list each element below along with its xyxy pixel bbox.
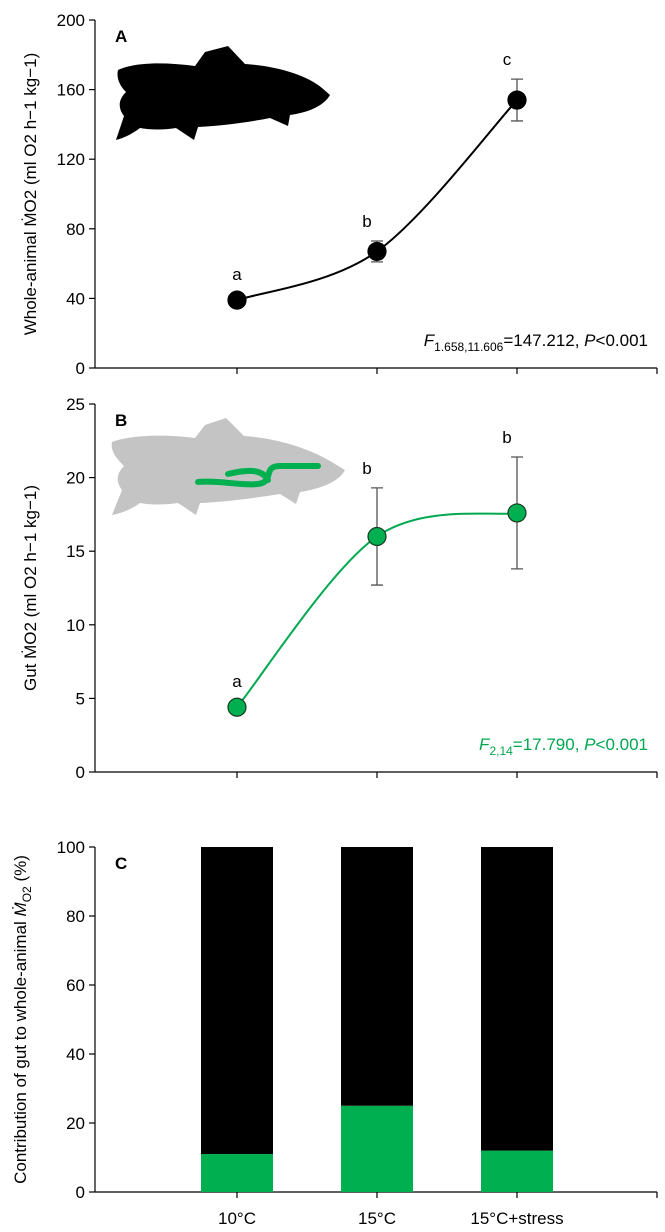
y-axis-label-part: −1 xyxy=(21,58,40,77)
y-axis-label-part: (%) xyxy=(11,855,30,886)
annotation: F1.658,11.606=147.212, P<0.001 xyxy=(424,331,648,354)
y-tick-label: 20 xyxy=(66,1114,85,1133)
annotation-part: 1.658,11.606 xyxy=(434,340,504,354)
data-point xyxy=(367,241,387,262)
bar-segment xyxy=(481,847,553,1151)
fish-gut xyxy=(195,463,321,488)
y-axis-label: Whole-animal ṀO2 (ml O2 h−1 kg−1) xyxy=(21,53,40,336)
bar-segment xyxy=(341,847,413,1106)
y-axis-label-part: Ṁ xyxy=(11,901,30,916)
y-tick-label: 15 xyxy=(66,542,85,561)
y-axis-label-part: 2 xyxy=(21,566,40,575)
y-axis-label-part: (ml O xyxy=(21,144,40,190)
annotation-part: <0.001 xyxy=(596,331,648,350)
panel-label: A xyxy=(115,27,127,46)
y-tick-label: 20 xyxy=(66,469,85,488)
y-axis-label-part: (ml O xyxy=(21,576,40,622)
annotation-part: P xyxy=(584,735,596,754)
x-tick-label: 10°C xyxy=(218,1209,256,1228)
fish-silhouette xyxy=(111,418,345,515)
annotation: F2,14=17.790, P<0.001 xyxy=(479,735,648,758)
y-axis-label-part: Gut xyxy=(21,659,40,691)
y-tick-label: 5 xyxy=(76,689,85,708)
x-tick-label: 15°C xyxy=(358,1209,396,1228)
fish-silhouette xyxy=(116,46,330,140)
y-tick-label: 10 xyxy=(66,616,85,635)
y-tick-label: 0 xyxy=(76,359,85,378)
y-tick-label: 25 xyxy=(66,395,85,414)
data-point xyxy=(507,90,527,110)
annotation-part: F xyxy=(479,735,491,754)
y-axis-label-part: h xyxy=(21,120,40,134)
y-tick-label: 80 xyxy=(66,907,85,926)
annotation-part: =17.790, xyxy=(513,735,584,754)
y-axis-label-part: O2 xyxy=(20,886,34,902)
annotation-part: <0.001 xyxy=(596,735,648,754)
y-axis-label: Gut ṀO2 (ml O2 h−1 kg−1) xyxy=(21,485,40,691)
y-tick-label: 60 xyxy=(66,976,85,995)
panel-label: B xyxy=(115,411,127,430)
y-axis-label-part: kg xyxy=(21,78,40,101)
y-axis-label-part: ) xyxy=(21,53,40,59)
y-tick-label: 0 xyxy=(76,763,85,782)
significance-letter: c xyxy=(503,50,512,69)
y-axis-label-part: h xyxy=(21,552,40,566)
significance-letter: b xyxy=(362,459,371,478)
y-axis-label-part: Ṁ xyxy=(21,212,40,226)
annotation-part: =147.212, xyxy=(503,331,584,350)
y-axis-label: Contribution of gut to whole-animal ṀO2 … xyxy=(11,855,34,1184)
y-tick-label: 40 xyxy=(66,289,85,308)
y-axis-label-part: −1 xyxy=(21,491,40,510)
y-tick-label: 100 xyxy=(57,838,85,857)
significance-letter: a xyxy=(232,265,242,284)
y-axis-label-part: O2 xyxy=(21,190,40,213)
panel-label: C xyxy=(115,854,127,873)
data-point xyxy=(227,290,247,310)
annotation-part: F xyxy=(424,331,436,350)
data-point xyxy=(227,697,247,717)
annotation-part: 2,14 xyxy=(489,744,513,758)
y-axis-label-part: −1 xyxy=(21,100,40,119)
y-tick-label: 80 xyxy=(66,220,85,239)
x-tick-label: 15°C+stress xyxy=(470,1209,563,1228)
significance-letter: b xyxy=(362,212,371,231)
y-axis-label-part: 2 xyxy=(21,134,40,143)
y-axis-label-part: Ṁ xyxy=(21,645,40,659)
y-tick-label: 120 xyxy=(57,150,85,169)
data-point xyxy=(507,503,527,523)
y-tick-label: 40 xyxy=(66,1045,85,1064)
y-tick-label: 200 xyxy=(57,11,85,30)
significance-letter: a xyxy=(232,672,242,691)
bar-segment xyxy=(201,1154,273,1192)
y-axis-label-part: −1 xyxy=(21,533,40,552)
annotation-part: P xyxy=(584,331,596,350)
fit-line xyxy=(236,99,518,302)
y-tick-label: 0 xyxy=(76,1183,85,1202)
y-axis-label-part: kg xyxy=(21,510,40,533)
y-axis-label-part: ) xyxy=(21,485,40,491)
bar-segment xyxy=(481,1150,553,1192)
bar-segment xyxy=(341,1105,413,1192)
y-tick-label: 160 xyxy=(57,81,85,100)
y-axis-label-part: Whole-animal xyxy=(21,227,40,336)
y-axis-label-part: Contribution of gut to whole-animal xyxy=(11,916,30,1183)
y-axis-label-part: O2 xyxy=(21,622,40,645)
significance-letter: b xyxy=(502,428,511,447)
bar-segment xyxy=(201,847,273,1155)
data-point xyxy=(367,526,387,547)
